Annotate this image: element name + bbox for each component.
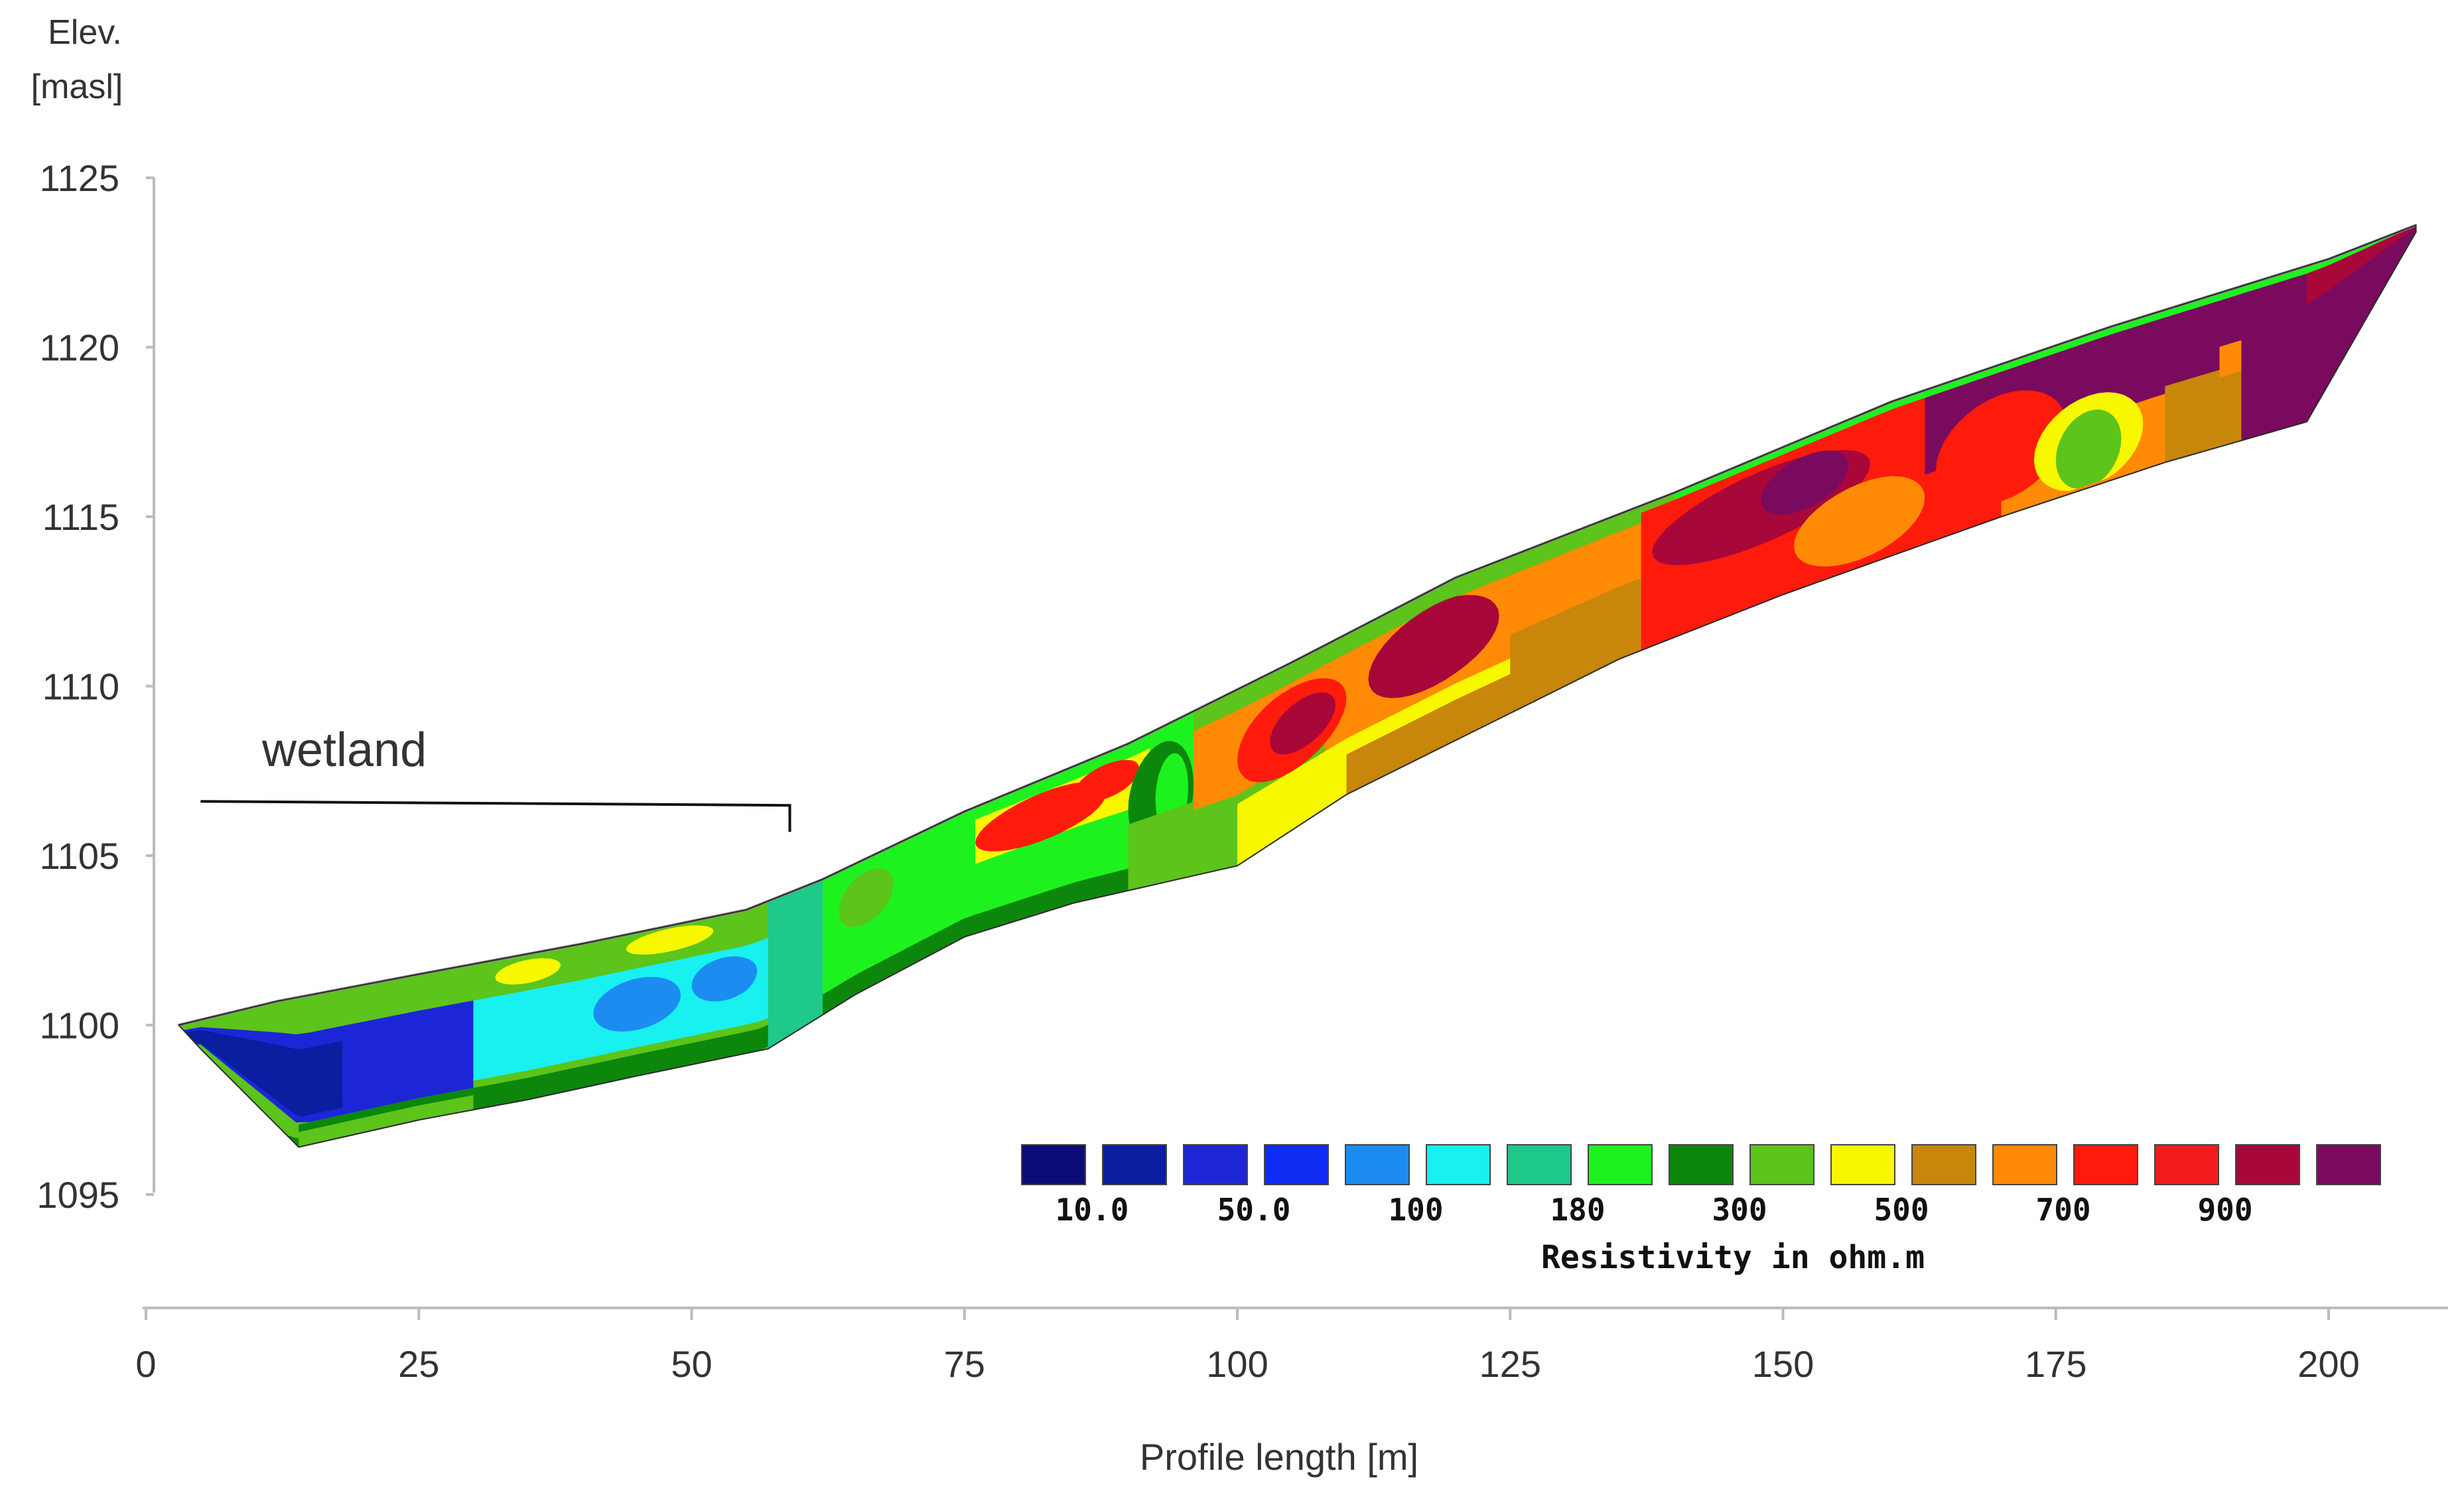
y-tick-label: 1095 [36, 1174, 119, 1216]
legend-swatch [2073, 1144, 2138, 1185]
resistivity-anomaly [1935, 390, 2067, 507]
wetland-annotation-label: wetland [261, 724, 427, 777]
y-axis-label-line2: [masl] [31, 68, 123, 106]
resistivity-anomaly [1368, 595, 1499, 698]
y-tick-label: 1105 [40, 835, 119, 877]
resistivity-zone [178, 1030, 343, 1117]
resistivity-section [178, 225, 2416, 1147]
x-axis-ticks: 0 25 50 75 100 125 150 175 200 [135, 1308, 2360, 1385]
resistivity-zone [1194, 493, 1674, 732]
resistivity-anomaly [626, 925, 714, 955]
x-tick-label: 100 [1206, 1343, 1268, 1385]
legend-swatch [1183, 1144, 1248, 1185]
x-tick-label: 50 [671, 1343, 712, 1385]
legend-swatch [1992, 1144, 2057, 1185]
resistivity-anomaly [1793, 476, 1925, 567]
section-outline [177, 224, 2417, 1148]
legend-swatch [1102, 1144, 1167, 1185]
legend-label: 50.0 [1217, 1192, 1291, 1228]
legend-swatch [1507, 1144, 1572, 1185]
legend-label: 900 [2197, 1192, 2252, 1228]
legend-swatch [1264, 1144, 1329, 1185]
x-tick-label: 0 [135, 1343, 156, 1385]
x-tick-label: 25 [398, 1343, 439, 1385]
legend-swatch [1911, 1144, 1976, 1185]
legend-swatch [1830, 1144, 1895, 1185]
x-tick-label: 175 [2025, 1343, 2087, 1385]
resistivity-anomaly [495, 958, 561, 985]
y-axis-ticks: 1095 1100 1105 1110 1115 1120 1125 [36, 157, 154, 1216]
legend-swatch [1669, 1144, 1734, 1185]
legend-swatch [1426, 1144, 1491, 1185]
legend-title: Resistivity in ohm.m [1541, 1239, 1925, 1276]
resistivity-zone [1128, 801, 1194, 891]
legend-swatch [2235, 1144, 2300, 1185]
y-axis-label-line1: Elev. [48, 13, 122, 52]
y-tick-label: 1110 [42, 666, 119, 708]
resistivity-anomaly [593, 976, 681, 1032]
legend-label: 300 [1712, 1192, 1767, 1228]
resistivity-zone [299, 1095, 474, 1147]
resistivity-anomaly [2055, 409, 2122, 489]
resistivity-anomaly [839, 868, 894, 927]
x-tick-label: 150 [1752, 1343, 1814, 1385]
y-tick-label: 1125 [40, 157, 119, 199]
resistivity-anomaly [975, 782, 1107, 852]
legend-swatch [2316, 1144, 2381, 1185]
x-axis-label: Profile length [m] [1140, 1436, 1418, 1478]
resistivity-anomaly [1073, 759, 1139, 803]
legend-swatch [1021, 1144, 1086, 1185]
x-tick-label: 200 [2297, 1343, 2359, 1385]
resistivity-anomaly [1761, 450, 1849, 515]
legend-label: 10.0 [1056, 1192, 1129, 1228]
y-tick-label: 1115 [42, 496, 119, 538]
x-tick-label: 75 [944, 1343, 985, 1385]
x-tick-label: 125 [1479, 1343, 1541, 1385]
resistivity-zone [768, 874, 834, 1049]
resistivity-anomaly [1270, 692, 1335, 755]
resistivity-anomaly [691, 956, 758, 1002]
legend-swatch [1749, 1144, 1814, 1185]
legend-swatch [2154, 1144, 2219, 1185]
legend-label: 500 [1874, 1192, 1929, 1228]
y-tick-label: 1100 [40, 1005, 119, 1047]
legend-swatch [1345, 1144, 1410, 1185]
legend-label: 100 [1388, 1192, 1443, 1228]
wetland-annotation-bracket [200, 800, 791, 832]
resistivity-zone [2307, 226, 2416, 305]
resistivity-zone [822, 868, 1129, 1015]
resistivity-legend: 10.0 50.0 100 180 300 500 700 900 [1021, 1144, 2381, 1228]
resistivity-zone [1510, 578, 1641, 714]
legend-label: 180 [1550, 1192, 1605, 1228]
y-tick-label: 1120 [40, 327, 119, 369]
legend-swatch [1588, 1144, 1653, 1185]
legend-label: 700 [2035, 1192, 2090, 1228]
